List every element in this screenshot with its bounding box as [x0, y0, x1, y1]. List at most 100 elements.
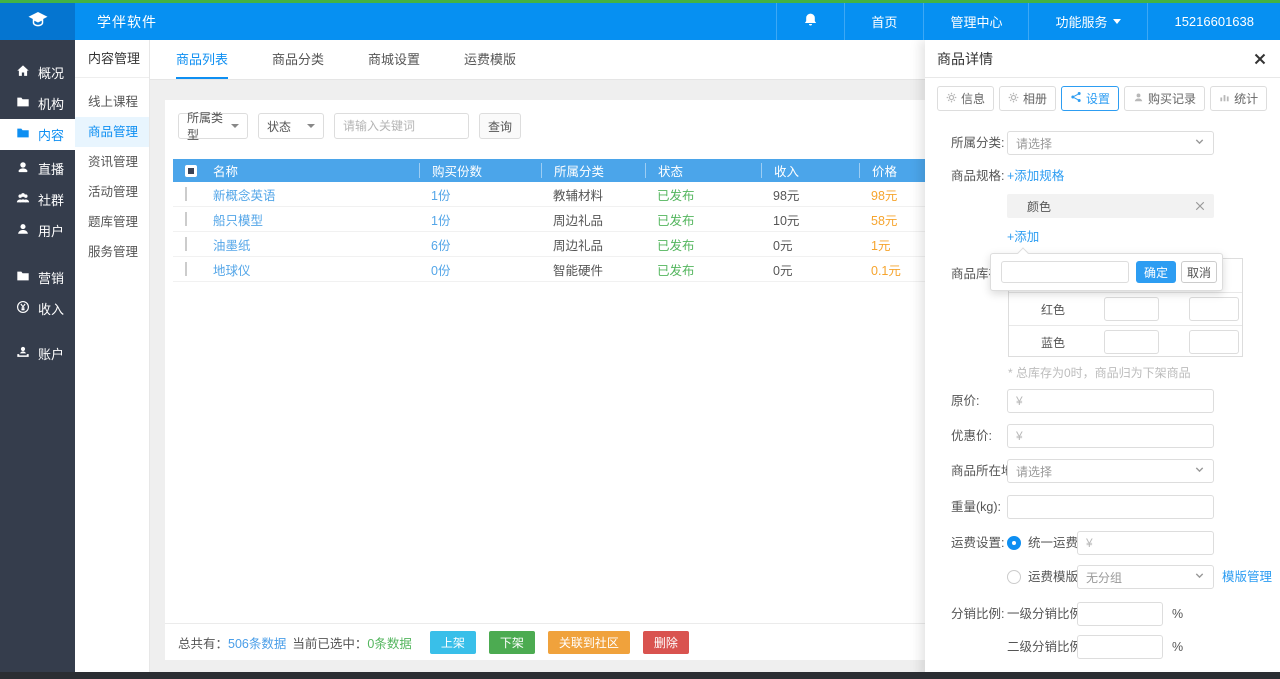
- unified-shipping-radio[interactable]: [1007, 536, 1021, 550]
- unified-shipping-input[interactable]: [1077, 531, 1214, 555]
- close-icon[interactable]: [1254, 53, 1266, 65]
- panel-tab-info[interactable]: 信息: [937, 86, 995, 111]
- sidebar-item-label: 内容: [38, 128, 65, 143]
- category-select-value: 请选择: [1016, 136, 1053, 151]
- discount-price-input[interactable]: [1007, 424, 1214, 448]
- sidebar-item-overview[interactable]: 概况: [0, 57, 75, 88]
- template-shipping-radio[interactable]: [1007, 570, 1021, 584]
- selected-label: 当前已选中：: [292, 636, 368, 651]
- put-on-shelf-button[interactable]: 上架: [429, 630, 476, 654]
- level2-label: 二级分销比例: [1007, 640, 1083, 654]
- sidebar-item-income[interactable]: 收入: [0, 293, 75, 324]
- submenu-item-online-courses[interactable]: 线上课程: [88, 95, 139, 109]
- product-name-link[interactable]: 油墨纸: [213, 238, 251, 253]
- bell-icon: [803, 12, 818, 31]
- category-select[interactable]: 请选择: [1007, 131, 1214, 155]
- submenu-item-product-management[interactable]: 商品管理: [75, 117, 149, 147]
- stock-quantity-input[interactable]: [1104, 297, 1159, 321]
- weight-input[interactable]: [1007, 495, 1214, 519]
- category-cell: 周边礼品: [553, 238, 604, 253]
- stock-quantity-input[interactable]: [1104, 330, 1159, 354]
- purchase-count-link[interactable]: 1份: [431, 213, 451, 228]
- popup-confirm-button[interactable]: 确定: [1136, 261, 1176, 283]
- sidebar-item-community[interactable]: 社群: [0, 184, 75, 215]
- panel-tab-purchase-records[interactable]: 购买记录: [1124, 86, 1206, 111]
- purchase-count-link[interactable]: 1份: [431, 188, 451, 203]
- location-select[interactable]: 请选择: [1007, 459, 1214, 483]
- sidebar-item-account[interactable]: 账户: [0, 338, 75, 369]
- folder-icon: [16, 126, 30, 143]
- status-cell: 已发布: [657, 263, 695, 278]
- selected-count: 0条数据: [367, 636, 412, 651]
- add-value-link[interactable]: +添加: [1007, 230, 1040, 244]
- popup-input[interactable]: [1001, 261, 1129, 283]
- panel-tab-statistics[interactable]: 统计: [1210, 86, 1268, 111]
- sidebar-item-marketing[interactable]: 营销: [0, 262, 75, 293]
- product-name-link[interactable]: 船只模型: [213, 213, 264, 228]
- product-name-link[interactable]: 新概念英语: [213, 188, 276, 203]
- product-list-card: 所属类型 状态 查询 名称 购买份数 所属分类 状态 收入 价格 新概念英语 1…: [165, 100, 925, 660]
- popup-cancel-button[interactable]: 取消: [1181, 261, 1217, 283]
- price-cell: 1元: [871, 238, 891, 253]
- panel-tab-settings[interactable]: 设置: [1061, 86, 1120, 111]
- row-checkbox[interactable]: [185, 212, 187, 226]
- nav-admin-center[interactable]: 管理中心: [923, 3, 1028, 40]
- chevron-down-icon: [1194, 136, 1205, 150]
- nav-phone-number[interactable]: 15216601638: [1147, 3, 1280, 40]
- nav-function-services[interactable]: 功能服务: [1028, 3, 1147, 40]
- total-count[interactable]: 506条数据: [228, 636, 287, 651]
- stock-price-input[interactable]: [1189, 297, 1239, 321]
- nav-home[interactable]: 首页: [844, 3, 923, 40]
- status-select[interactable]: 状态: [258, 113, 324, 139]
- take-off-shelf-button[interactable]: 下架: [488, 630, 535, 654]
- delete-button[interactable]: 删除: [642, 630, 689, 654]
- tab-shipping-template[interactable]: 运费模版: [464, 52, 517, 67]
- sidebar-item-content[interactable]: 内容: [0, 119, 75, 150]
- purchase-count-link[interactable]: 6份: [431, 238, 451, 253]
- tab-product-list[interactable]: 商品列表: [176, 40, 229, 79]
- template-select[interactable]: 无分组: [1077, 565, 1214, 589]
- row-checkbox[interactable]: [185, 187, 187, 201]
- spec-chip-label: 颜色: [1027, 199, 1052, 214]
- sidebar-item-label: 直播: [38, 162, 65, 177]
- level2-ratio-input[interactable]: [1077, 635, 1163, 659]
- select-all-checkbox[interactable]: [185, 164, 197, 177]
- col-purchase-count: 购买份数: [419, 163, 541, 178]
- row-checkbox[interactable]: [185, 237, 187, 251]
- notification-bell-button[interactable]: [776, 3, 844, 40]
- submenu-item-activity-management[interactable]: 活动管理: [88, 185, 139, 199]
- panel-tab-album[interactable]: 相册: [999, 86, 1057, 111]
- tab-mall-settings[interactable]: 商城设置: [368, 52, 421, 67]
- add-spec-link[interactable]: +添加规格: [1007, 169, 1065, 183]
- income-cell: 0元: [773, 263, 793, 278]
- sidebar-item-live[interactable]: 直播: [0, 153, 75, 184]
- sidebar-item-organization[interactable]: 机构: [0, 88, 75, 119]
- template-manage-link[interactable]: 模版管理: [1222, 570, 1273, 584]
- app-logo[interactable]: [0, 3, 75, 40]
- panel-tab-label: 相册: [1023, 92, 1048, 106]
- sidebar-item-users[interactable]: 用户: [0, 215, 75, 246]
- purchase-count-link[interactable]: 0份: [431, 263, 451, 278]
- level1-ratio-input[interactable]: [1077, 602, 1163, 626]
- remove-spec-icon[interactable]: [1195, 201, 1205, 211]
- tab-product-category[interactable]: 商品分类: [272, 52, 325, 67]
- location-select-value: 请选择: [1016, 464, 1053, 479]
- row-checkbox[interactable]: [185, 262, 187, 276]
- stock-row-label: 蓝色: [1041, 335, 1066, 350]
- submenu-item-news-management[interactable]: 资讯管理: [88, 155, 139, 169]
- submenu-item-service-management[interactable]: 服务管理: [88, 245, 139, 259]
- submenu-title: 内容管理: [75, 40, 149, 78]
- sidebar-item-label: 社群: [38, 193, 65, 208]
- chevron-down-icon: [1194, 570, 1205, 584]
- gear-icon: [1008, 92, 1019, 106]
- submenu-item-question-bank[interactable]: 题库管理: [88, 215, 139, 229]
- col-price: 价格: [859, 163, 925, 178]
- associate-community-button[interactable]: 关联到社区: [547, 630, 630, 654]
- keyword-input[interactable]: [334, 113, 469, 139]
- search-button[interactable]: 查询: [479, 113, 521, 139]
- account-icon: [16, 345, 30, 362]
- original-price-input[interactable]: [1007, 389, 1214, 413]
- stock-price-input[interactable]: [1189, 330, 1239, 354]
- product-name-link[interactable]: 地球仪: [213, 263, 251, 278]
- type-select[interactable]: 所属类型: [178, 111, 248, 142]
